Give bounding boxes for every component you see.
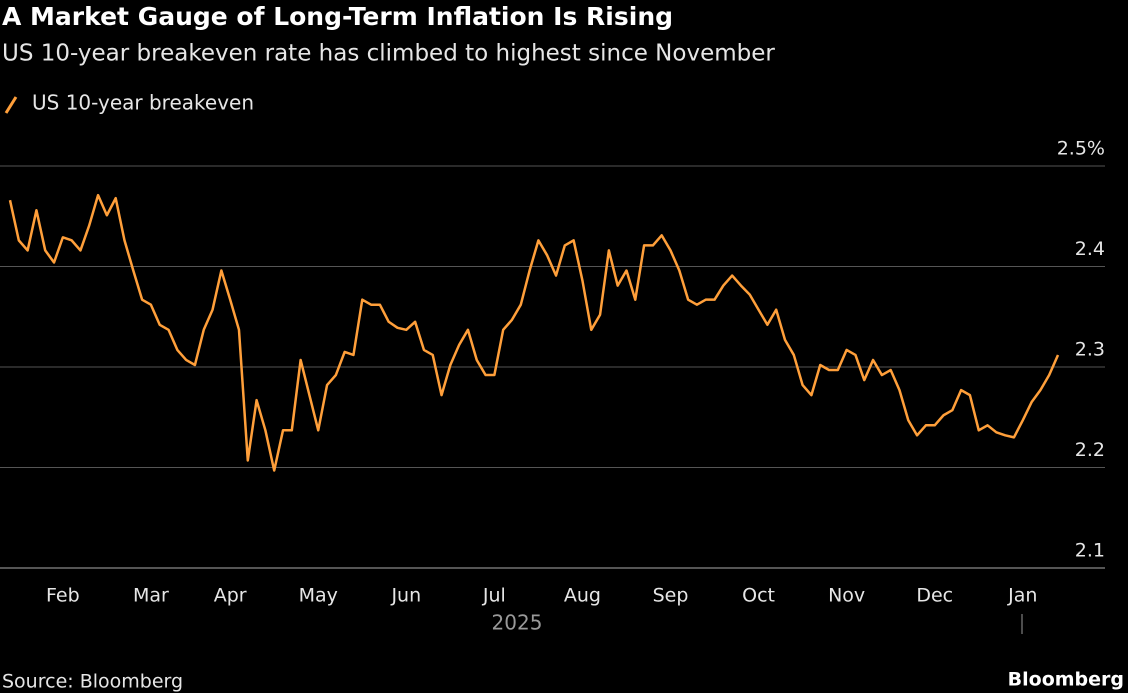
y-tick-label: 2.4 bbox=[1075, 238, 1105, 260]
source-note: Source: Bloomberg bbox=[2, 671, 183, 693]
x-axis-label: 2025 bbox=[492, 611, 543, 635]
x-tick-label: Jan bbox=[1007, 585, 1037, 607]
y-tick-label: 2.5% bbox=[1057, 138, 1105, 160]
x-tick-label: Nov bbox=[828, 585, 865, 607]
brand: Bloomberg bbox=[1008, 669, 1124, 691]
y-tick-label: 2.2 bbox=[1075, 439, 1105, 461]
x-tick-label: Aug bbox=[564, 585, 601, 607]
legend-label: US 10-year breakeven bbox=[32, 91, 254, 115]
legend-swatch bbox=[4, 96, 18, 114]
x-tick-label: Dec bbox=[916, 585, 953, 607]
data-line bbox=[8, 193, 1060, 472]
chart-subtitle: US 10-year breakeven rate has climbed to… bbox=[2, 41, 775, 67]
x-tick-label: Mar bbox=[133, 585, 169, 607]
x-tick-label: Oct bbox=[742, 585, 775, 607]
x-tick-label: Feb bbox=[46, 585, 80, 607]
x-tick-label: Jun bbox=[390, 585, 421, 607]
x-tick-label: Sep bbox=[653, 585, 689, 607]
y-tick-label: 2.3 bbox=[1075, 339, 1105, 361]
x-tick-label: May bbox=[299, 585, 338, 607]
x-tick-label: Jul bbox=[482, 585, 506, 607]
y-tick-label: 2.1 bbox=[1075, 540, 1105, 562]
chart-title: A Market Gauge of Long-Term Inflation Is… bbox=[2, 2, 673, 31]
x-tick-label: Apr bbox=[214, 585, 247, 607]
